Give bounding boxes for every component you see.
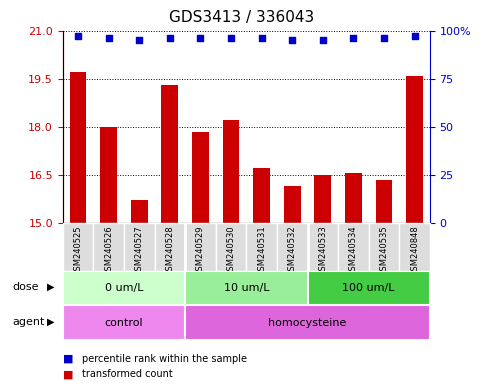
Point <box>350 35 357 41</box>
Point <box>197 35 204 41</box>
Point <box>74 33 82 40</box>
Text: GSM240530: GSM240530 <box>227 225 236 276</box>
Bar <box>185 305 430 340</box>
Text: ■: ■ <box>63 354 73 364</box>
Bar <box>155 223 185 271</box>
Bar <box>63 223 93 271</box>
Bar <box>369 223 399 271</box>
Text: GSM240527: GSM240527 <box>135 225 144 276</box>
Text: ▶: ▶ <box>47 317 55 327</box>
Bar <box>314 175 331 223</box>
Bar <box>223 120 240 223</box>
Text: ▶: ▶ <box>47 282 55 292</box>
Text: GSM240533: GSM240533 <box>318 225 327 276</box>
Text: GSM240534: GSM240534 <box>349 225 358 276</box>
Point <box>411 33 418 40</box>
Bar <box>185 223 216 271</box>
Point <box>258 35 266 41</box>
Bar <box>277 223 308 271</box>
Point <box>319 37 327 43</box>
Bar <box>185 271 308 305</box>
Text: dose: dose <box>12 282 39 292</box>
Text: ■: ■ <box>63 369 73 379</box>
Bar <box>308 223 338 271</box>
Bar <box>100 127 117 223</box>
Text: 10 um/L: 10 um/L <box>224 283 269 293</box>
Point <box>135 37 143 43</box>
Text: GDS3413 / 336043: GDS3413 / 336043 <box>169 10 314 25</box>
Bar <box>70 72 86 223</box>
Bar <box>161 85 178 223</box>
Point <box>288 37 296 43</box>
Bar <box>284 186 300 223</box>
Text: GSM240848: GSM240848 <box>410 225 419 276</box>
Bar <box>63 305 185 340</box>
Text: percentile rank within the sample: percentile rank within the sample <box>82 354 247 364</box>
Bar <box>345 173 362 223</box>
Bar <box>192 131 209 223</box>
Text: GSM240532: GSM240532 <box>288 225 297 276</box>
Text: control: control <box>105 318 143 328</box>
Text: GSM240529: GSM240529 <box>196 225 205 276</box>
Text: agent: agent <box>12 317 44 327</box>
Bar <box>216 223 246 271</box>
Text: GSM240526: GSM240526 <box>104 225 113 276</box>
Bar <box>246 223 277 271</box>
Bar <box>63 271 185 305</box>
Text: GSM240531: GSM240531 <box>257 225 266 276</box>
Bar <box>124 223 155 271</box>
Point <box>380 35 388 41</box>
Point <box>166 35 174 41</box>
Bar <box>131 200 148 223</box>
Bar <box>308 271 430 305</box>
Text: GSM240528: GSM240528 <box>165 225 174 276</box>
Bar <box>376 180 392 223</box>
Text: 100 um/L: 100 um/L <box>342 283 395 293</box>
Point <box>105 35 113 41</box>
Text: transformed count: transformed count <box>82 369 173 379</box>
Bar <box>93 223 124 271</box>
Text: homocysteine: homocysteine <box>269 318 347 328</box>
Point <box>227 35 235 41</box>
Bar <box>406 76 423 223</box>
Text: GSM240525: GSM240525 <box>73 225 83 276</box>
Bar <box>399 223 430 271</box>
Bar <box>338 223 369 271</box>
Text: 0 um/L: 0 um/L <box>105 283 143 293</box>
Bar <box>253 168 270 223</box>
Text: GSM240535: GSM240535 <box>380 225 388 276</box>
